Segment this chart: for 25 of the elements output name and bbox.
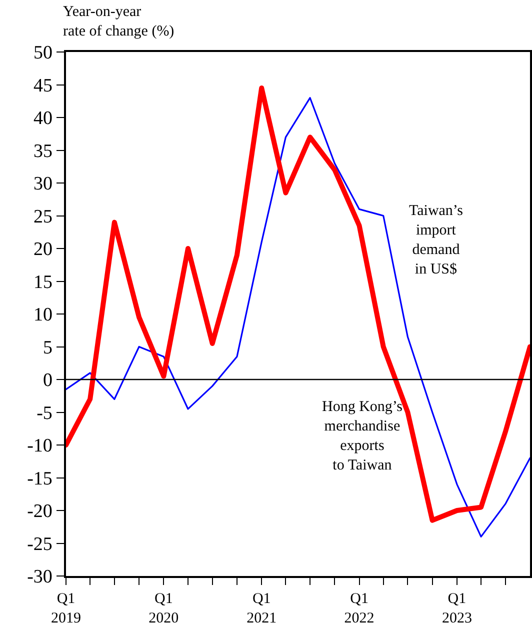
- x-tick-label: Q1 2023: [442, 590, 472, 626]
- y-tick-label: -15: [27, 468, 52, 490]
- x-tick-label: Q1 2020: [148, 590, 179, 626]
- y-tick-label: 20: [33, 239, 52, 260]
- series-label: Hong Kong’s merchandise exports to Taiwan: [322, 399, 403, 474]
- y-axis-title: Year-on-year rate of change (%): [63, 4, 174, 40]
- y-tick-label: 10: [33, 304, 52, 326]
- x-tick-label: Q1 2021: [246, 590, 277, 626]
- y-tick-label: 35: [33, 140, 52, 162]
- y-tick-label: 30: [33, 174, 52, 195]
- y-tick-label: -30: [27, 566, 52, 588]
- y-tick-label: 45: [33, 75, 52, 96]
- y-tick-label: -10: [27, 436, 52, 457]
- y-tick-label: -5: [36, 402, 52, 424]
- x-tick-label: Q1 2022: [344, 590, 374, 626]
- y-tick-label: 25: [33, 206, 52, 228]
- x-tick-label: Q1 2019: [51, 590, 81, 626]
- y-tick-label: 0: [42, 370, 52, 392]
- y-tick-label: 40: [33, 108, 52, 130]
- series-label: Taiwan’s import demand in US$: [409, 203, 464, 278]
- y-tick-label: -20: [27, 501, 52, 522]
- y-tick-label: 15: [33, 272, 52, 293]
- y-tick-label: -25: [27, 534, 52, 555]
- y-tick-label: 5: [42, 337, 52, 358]
- y-tick-label: 50: [33, 42, 52, 64]
